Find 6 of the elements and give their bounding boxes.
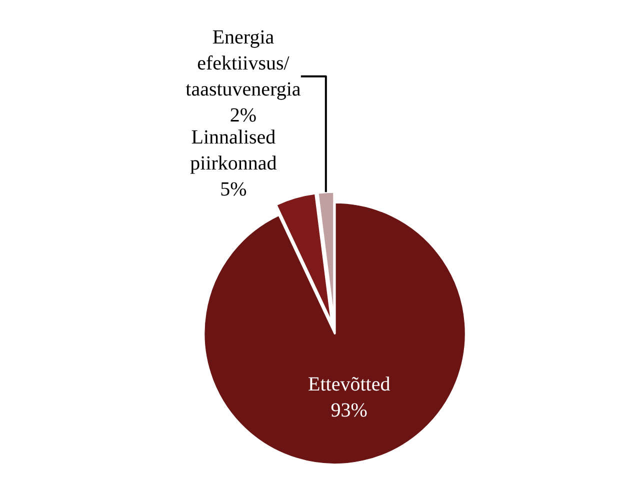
slice-label: Linnalised piirkonnad bbox=[190, 126, 277, 174]
data-label: 2% bbox=[230, 104, 257, 126]
slice-label: Energia efektiivsus/ taastuvenergia bbox=[186, 26, 301, 100]
slice-label: Ettevõtted bbox=[308, 373, 390, 396]
data-label: 5% bbox=[220, 178, 247, 200]
data-label: 93% bbox=[330, 399, 368, 422]
